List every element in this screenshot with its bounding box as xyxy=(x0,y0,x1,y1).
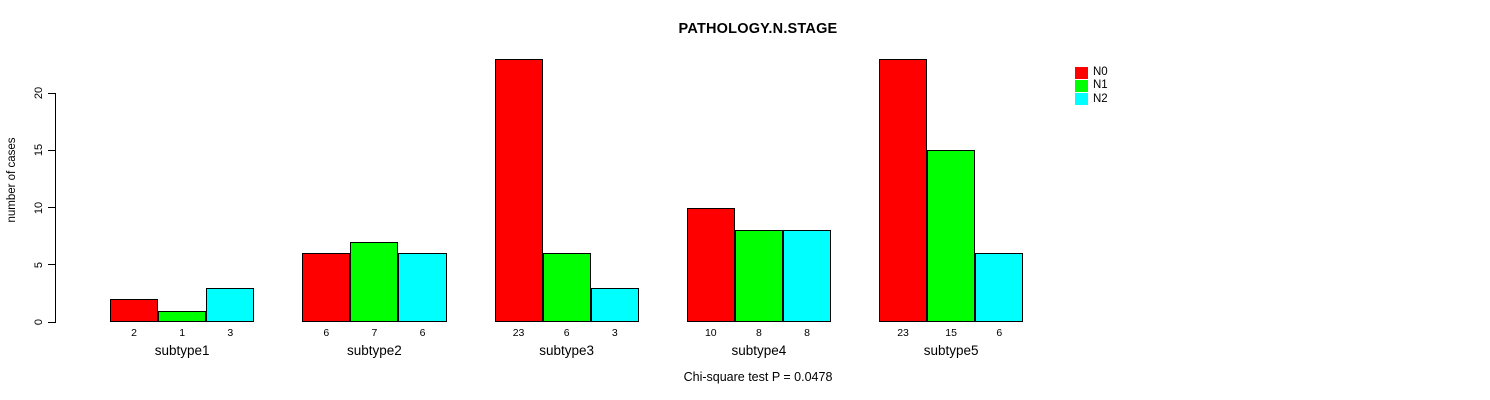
bar-value-label: 10 xyxy=(704,327,717,339)
bar-subtype3-N0 xyxy=(494,58,543,322)
y-tick-label: 0 xyxy=(33,318,45,326)
bar-value-label: 23 xyxy=(512,327,525,339)
legend: N0 N1 N2 xyxy=(1075,66,1108,106)
y-axis-label: number of cases xyxy=(6,137,18,223)
bar-subtype5-N2 xyxy=(975,253,1024,322)
y-tick-mark xyxy=(48,264,55,266)
bar-subtype1-N2 xyxy=(206,287,255,322)
bar-value-label: 6 xyxy=(419,327,426,339)
legend-row-N2: N2 xyxy=(1075,93,1108,106)
category-label-subtype2: subtype2 xyxy=(347,343,402,358)
y-tick-label: 5 xyxy=(33,261,45,268)
bar-subtype4-N0 xyxy=(686,207,735,322)
bar-value-label: 8 xyxy=(804,327,810,339)
y-tick-label: 15 xyxy=(33,144,45,157)
bar-value-label: 6 xyxy=(996,327,1003,339)
bar-subtype1-N1 xyxy=(158,310,207,322)
legend-label: N0 xyxy=(1093,65,1108,78)
bar-subtype1-N0 xyxy=(110,299,159,322)
y-axis-line xyxy=(55,93,56,323)
category-label-subtype4: subtype4 xyxy=(731,343,787,358)
category-label-subtype3: subtype3 xyxy=(539,343,595,358)
bar-value-label: 23 xyxy=(897,327,909,339)
bar-subtype3-N2 xyxy=(590,287,639,322)
legend-row-N0: N0 xyxy=(1075,66,1108,79)
bar-value-label: 2 xyxy=(131,327,137,339)
y-tick-label: 10 xyxy=(33,201,45,214)
legend-label: N1 xyxy=(1093,79,1108,92)
bar-subtype2-N1 xyxy=(350,241,399,322)
bar-value-label: 3 xyxy=(227,327,234,339)
category-label-subtype1: subtype1 xyxy=(154,343,210,358)
y-tick-mark xyxy=(48,321,55,323)
y-tick-mark xyxy=(48,207,55,208)
bar-value-label: 6 xyxy=(323,327,330,339)
category-label-subtype5: subtype5 xyxy=(923,343,979,358)
bar-subtype3-N1 xyxy=(542,253,591,322)
y-tick-label: 20 xyxy=(33,86,45,100)
bar-subtype2-N2 xyxy=(398,253,447,322)
y-tick-mark xyxy=(48,149,55,151)
chart-title: PATHOLOGY.N.STAGE xyxy=(678,21,838,37)
bar-value-label: 7 xyxy=(371,327,378,339)
bar-value-label: 15 xyxy=(945,327,957,339)
bar-value-label: 8 xyxy=(755,327,762,339)
bar-value-label: 3 xyxy=(611,327,618,339)
legend-swatch-N2 xyxy=(1075,93,1088,106)
bar-subtype5-N0 xyxy=(879,58,928,322)
legend-swatch-N0 xyxy=(1075,66,1088,79)
bar-value-label: 1 xyxy=(179,327,186,339)
y-tick-mark xyxy=(48,92,55,94)
legend-row-N1: N1 xyxy=(1075,79,1108,93)
bar-value-label: 6 xyxy=(563,327,570,339)
legend-label: N2 xyxy=(1093,92,1108,105)
legend-swatch-N1 xyxy=(1075,80,1088,93)
chi-square-annotation: Chi-square test P = 0.0478 xyxy=(683,370,833,384)
bar-subtype2-N0 xyxy=(302,253,351,322)
bar-subtype4-N1 xyxy=(734,230,783,322)
bar-subtype4-N2 xyxy=(782,230,832,322)
bar-subtype5-N1 xyxy=(927,150,976,322)
